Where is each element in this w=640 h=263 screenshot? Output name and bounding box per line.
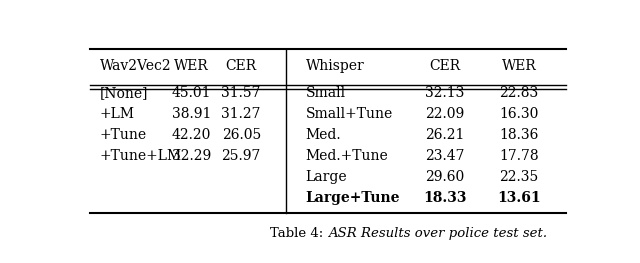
Text: 42.20: 42.20 bbox=[172, 128, 211, 142]
Text: 25.97: 25.97 bbox=[221, 149, 261, 163]
Text: 22.09: 22.09 bbox=[425, 107, 464, 121]
Text: WER: WER bbox=[174, 59, 209, 73]
Text: CER: CER bbox=[226, 59, 257, 73]
Text: 13.61: 13.61 bbox=[497, 191, 541, 205]
Text: 29.60: 29.60 bbox=[425, 170, 464, 184]
Text: Large+Tune: Large+Tune bbox=[306, 191, 400, 205]
Text: 18.36: 18.36 bbox=[499, 128, 539, 142]
Text: 22.83: 22.83 bbox=[499, 86, 539, 100]
Text: CER: CER bbox=[429, 59, 460, 73]
Text: Whisper: Whisper bbox=[306, 59, 364, 73]
Text: 22.35: 22.35 bbox=[499, 170, 539, 184]
Text: Med.: Med. bbox=[306, 128, 341, 142]
Text: 17.78: 17.78 bbox=[499, 149, 539, 163]
Text: Wav2Vec2: Wav2Vec2 bbox=[100, 59, 172, 73]
Text: +LM: +LM bbox=[100, 107, 135, 121]
Text: WER: WER bbox=[502, 59, 536, 73]
Text: Small+Tune: Small+Tune bbox=[306, 107, 393, 121]
Text: Table 4:: Table 4: bbox=[271, 226, 328, 240]
Text: 23.47: 23.47 bbox=[425, 149, 464, 163]
Text: 45.01: 45.01 bbox=[172, 86, 211, 100]
Text: +Tune+LM: +Tune+LM bbox=[100, 149, 182, 163]
Text: [None]: [None] bbox=[100, 86, 148, 100]
Text: 32.13: 32.13 bbox=[425, 86, 464, 100]
Text: 31.27: 31.27 bbox=[221, 107, 261, 121]
Text: Large: Large bbox=[306, 170, 348, 184]
Text: 38.91: 38.91 bbox=[172, 107, 211, 121]
Text: 26.05: 26.05 bbox=[221, 128, 261, 142]
Text: 32.29: 32.29 bbox=[172, 149, 211, 163]
Text: Small: Small bbox=[306, 86, 346, 100]
Text: 18.33: 18.33 bbox=[423, 191, 467, 205]
Text: 16.30: 16.30 bbox=[499, 107, 539, 121]
Text: Med.+Tune: Med.+Tune bbox=[306, 149, 388, 163]
Text: +Tune: +Tune bbox=[100, 128, 147, 142]
Text: ASR Results over police test set.: ASR Results over police test set. bbox=[328, 226, 547, 240]
Text: 26.21: 26.21 bbox=[425, 128, 464, 142]
Text: 31.57: 31.57 bbox=[221, 86, 261, 100]
